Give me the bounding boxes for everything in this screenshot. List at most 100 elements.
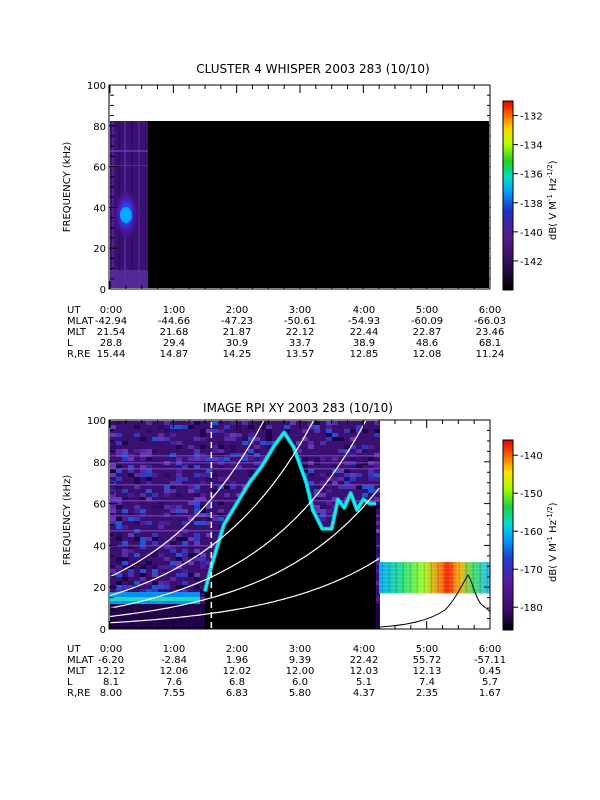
panel1-title: CLUSTER 4 WHISPER 2003 283 (10/10)	[196, 62, 429, 76]
noise-pixel	[188, 537, 194, 541]
noise-pixel	[224, 457, 230, 461]
colorbar-tick-label: -170	[520, 565, 543, 576]
noise-pixel	[218, 449, 224, 453]
ephemeris-cell: 22.12	[286, 327, 315, 338]
noise-pixel	[122, 509, 128, 513]
ephemeris-cell: 14.87	[160, 349, 189, 360]
ephemeris-row-label: UT	[67, 305, 81, 316]
noise-pixel	[140, 577, 146, 581]
noise-pixel	[248, 473, 254, 477]
noise-pixel	[362, 485, 368, 489]
noise-pixel	[206, 561, 212, 565]
ephemeris-cell: 4.37	[353, 688, 375, 699]
harmonic-curve	[110, 421, 265, 578]
noise-pixel	[260, 425, 266, 429]
noise-pixel	[146, 497, 152, 501]
noise-pixel	[128, 585, 134, 589]
noise-pixel	[122, 553, 128, 557]
noise-pixel	[206, 429, 212, 433]
noise-pixel	[200, 509, 206, 513]
noise-pixel	[176, 561, 182, 565]
noise-pixel	[146, 473, 152, 477]
noise-pixel	[140, 565, 146, 569]
noise-pixel	[116, 533, 122, 537]
ephemeris-cell: 3:00	[289, 305, 311, 316]
ephemeris-cell: -54.93	[348, 316, 380, 327]
noise-pixel	[176, 585, 182, 589]
noise-pixel	[110, 505, 116, 509]
noise-pixel	[314, 421, 320, 425]
noise-pixel	[194, 505, 200, 509]
panel2-high-altitude-band	[379, 562, 490, 594]
noise-pixel	[374, 429, 380, 433]
noise-pixel	[140, 545, 146, 549]
noise-pixel	[140, 541, 146, 545]
noise-pixel	[194, 437, 200, 441]
noise-pixel	[128, 581, 134, 585]
noise-pixel	[152, 533, 158, 537]
ephemeris-cell: 33.7	[289, 338, 311, 349]
panel2-cavity	[205, 432, 376, 629]
colorbar-tick-label: -136	[520, 170, 543, 181]
noise-pixel	[332, 421, 338, 425]
noise-pixel	[248, 425, 254, 429]
noise-pixel	[110, 497, 116, 501]
noise-pixel	[176, 573, 182, 577]
noise-pixel	[314, 509, 320, 513]
ephemeris-row-label: L	[67, 677, 73, 688]
noise-pixel	[170, 441, 176, 445]
noise-pixel	[314, 485, 320, 489]
noise-pixel	[374, 581, 380, 585]
noise-pixel	[344, 481, 350, 485]
noise-pixel	[314, 429, 320, 433]
noise-pixel	[152, 581, 158, 585]
panel1-y-label: FREQUENCY (kHz)	[62, 142, 73, 233]
noise-pixel	[200, 589, 206, 593]
noise-pixel	[170, 485, 176, 489]
noise-pixel	[146, 561, 152, 565]
noise-pixel	[308, 421, 314, 425]
noise-pixel	[320, 509, 326, 513]
noise-pixel	[200, 553, 206, 557]
noise-pixel	[122, 565, 128, 569]
noise-pixel	[350, 445, 356, 449]
noise-pixel	[140, 569, 146, 573]
noise-pixel	[188, 517, 194, 521]
noise-pixel	[326, 489, 332, 493]
noise-pixel	[200, 445, 206, 449]
colorbar-tick-label: -132	[520, 112, 543, 123]
harmonic-curve	[110, 421, 314, 597]
ephemeris-row-label: L	[67, 338, 73, 349]
noise-pixel	[194, 577, 200, 581]
noise-pixel	[164, 581, 170, 585]
noise-pixel	[188, 457, 194, 461]
noise-pixel	[194, 541, 200, 545]
noise-pixel	[140, 493, 146, 497]
noise-pixel	[194, 465, 200, 469]
noise-pixel	[110, 489, 116, 493]
panel2-ephemeris-table: UT 0:00 1:00 2:00 3:00 4:00 5:00 6:00 MLAT -6.20 -…	[67, 644, 506, 699]
ephemeris-cell: 5:00	[416, 644, 438, 655]
noise-pixel	[164, 505, 170, 509]
noise-pixel	[302, 465, 308, 469]
noise-pixel	[236, 493, 242, 497]
noise-pixel	[194, 493, 200, 497]
noise-pixel	[206, 533, 212, 537]
noise-pixel	[356, 449, 362, 453]
noise-pixel	[194, 457, 200, 461]
ephemeris-cell: 11.24	[476, 349, 505, 360]
noise-pixel	[140, 497, 146, 501]
noise-pixel	[230, 421, 236, 425]
noise-pixel	[206, 501, 212, 505]
noise-pixel	[188, 485, 194, 489]
noise-pixel	[242, 437, 248, 441]
ephemeris-cell: 12.03	[350, 666, 379, 677]
panel1-empty-region	[148, 121, 489, 288]
noise-pixel	[110, 509, 116, 513]
noise-pixel	[332, 481, 338, 485]
noise-pixel	[140, 509, 146, 513]
ephemeris-cell: 12.02	[223, 666, 252, 677]
noise-pixel	[128, 569, 134, 573]
noise-pixel	[200, 429, 206, 433]
